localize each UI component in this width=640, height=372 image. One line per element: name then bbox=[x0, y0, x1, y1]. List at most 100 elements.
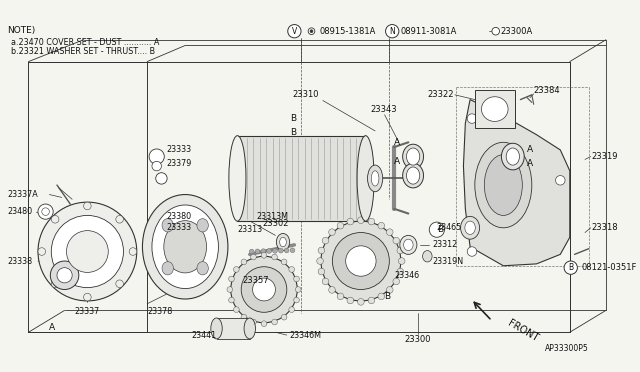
Circle shape bbox=[51, 215, 59, 223]
Text: 08121-0351F: 08121-0351F bbox=[581, 263, 637, 272]
Circle shape bbox=[467, 114, 477, 124]
Circle shape bbox=[38, 248, 45, 255]
Circle shape bbox=[281, 259, 287, 265]
Circle shape bbox=[347, 218, 354, 225]
Circle shape bbox=[317, 258, 323, 264]
Circle shape bbox=[310, 30, 313, 33]
Circle shape bbox=[358, 299, 364, 305]
Circle shape bbox=[156, 173, 167, 184]
Text: A: A bbox=[394, 138, 400, 147]
Circle shape bbox=[284, 248, 289, 253]
Text: FRONT: FRONT bbox=[506, 318, 540, 344]
Circle shape bbox=[368, 297, 375, 304]
Text: 23465: 23465 bbox=[437, 223, 462, 232]
Circle shape bbox=[346, 246, 376, 276]
Text: 23310: 23310 bbox=[292, 90, 319, 99]
Text: 23346: 23346 bbox=[394, 271, 419, 280]
Circle shape bbox=[329, 286, 335, 293]
Circle shape bbox=[273, 248, 277, 253]
Circle shape bbox=[321, 221, 401, 301]
Text: N: N bbox=[389, 27, 395, 36]
Ellipse shape bbox=[461, 217, 479, 239]
Text: 23343: 23343 bbox=[371, 105, 397, 113]
Ellipse shape bbox=[276, 234, 290, 251]
Text: a.23470 COVER SET - DUST ........... A: a.23470 COVER SET - DUST ........... A bbox=[12, 38, 160, 47]
Circle shape bbox=[255, 249, 260, 254]
Polygon shape bbox=[463, 100, 570, 266]
Circle shape bbox=[329, 229, 335, 235]
Circle shape bbox=[337, 222, 344, 229]
Text: V: V bbox=[292, 27, 297, 36]
Circle shape bbox=[378, 293, 385, 300]
Text: A: A bbox=[527, 159, 533, 168]
Circle shape bbox=[397, 268, 404, 275]
Text: NOTE): NOTE) bbox=[8, 26, 36, 35]
Ellipse shape bbox=[403, 163, 424, 188]
Ellipse shape bbox=[211, 318, 222, 339]
Ellipse shape bbox=[465, 221, 476, 234]
Text: 23441: 23441 bbox=[191, 331, 217, 340]
Circle shape bbox=[129, 248, 137, 255]
Circle shape bbox=[398, 258, 405, 264]
Circle shape bbox=[318, 268, 324, 275]
Circle shape bbox=[272, 254, 277, 260]
Circle shape bbox=[429, 222, 444, 237]
Circle shape bbox=[295, 287, 301, 292]
Ellipse shape bbox=[280, 237, 286, 247]
Circle shape bbox=[228, 297, 234, 303]
Circle shape bbox=[250, 249, 254, 254]
Text: 08911-3081A: 08911-3081A bbox=[401, 27, 457, 36]
Text: 23384: 23384 bbox=[534, 86, 561, 94]
Text: 23379: 23379 bbox=[166, 159, 191, 168]
Circle shape bbox=[241, 259, 247, 265]
Text: 23302: 23302 bbox=[262, 218, 289, 228]
Circle shape bbox=[358, 217, 364, 224]
Text: 23313: 23313 bbox=[237, 225, 262, 234]
Circle shape bbox=[564, 261, 577, 274]
Ellipse shape bbox=[501, 143, 524, 170]
Text: 23333: 23333 bbox=[166, 223, 191, 232]
Circle shape bbox=[38, 204, 53, 219]
Circle shape bbox=[289, 267, 294, 272]
Circle shape bbox=[378, 222, 385, 229]
Ellipse shape bbox=[244, 318, 255, 339]
Circle shape bbox=[318, 247, 324, 254]
Text: 08915-1381A: 08915-1381A bbox=[319, 27, 376, 36]
Circle shape bbox=[397, 247, 404, 254]
Circle shape bbox=[281, 314, 287, 320]
Circle shape bbox=[368, 218, 375, 225]
Circle shape bbox=[556, 176, 565, 185]
Circle shape bbox=[322, 237, 329, 244]
Text: B: B bbox=[385, 292, 390, 301]
Ellipse shape bbox=[197, 262, 209, 275]
Circle shape bbox=[393, 278, 399, 285]
Ellipse shape bbox=[400, 235, 417, 254]
Ellipse shape bbox=[506, 148, 520, 165]
Ellipse shape bbox=[406, 148, 420, 165]
Ellipse shape bbox=[371, 171, 379, 186]
Circle shape bbox=[272, 319, 277, 325]
Circle shape bbox=[241, 314, 247, 320]
Circle shape bbox=[251, 254, 256, 260]
Circle shape bbox=[492, 28, 500, 35]
Text: 23378: 23378 bbox=[147, 307, 172, 316]
Ellipse shape bbox=[229, 136, 246, 221]
Ellipse shape bbox=[357, 136, 374, 221]
Circle shape bbox=[84, 293, 91, 301]
Text: A: A bbox=[49, 323, 55, 332]
Ellipse shape bbox=[481, 97, 508, 121]
Circle shape bbox=[84, 202, 91, 210]
Text: 23357: 23357 bbox=[242, 276, 269, 285]
Ellipse shape bbox=[162, 262, 173, 275]
Circle shape bbox=[228, 276, 234, 282]
Circle shape bbox=[467, 247, 477, 256]
Ellipse shape bbox=[164, 221, 207, 273]
Circle shape bbox=[332, 232, 389, 289]
Ellipse shape bbox=[404, 239, 413, 251]
Circle shape bbox=[385, 25, 399, 38]
Text: A: A bbox=[394, 157, 400, 166]
Circle shape bbox=[57, 268, 72, 283]
Text: 23318: 23318 bbox=[591, 223, 618, 232]
Bar bbox=[237, 136, 365, 221]
Circle shape bbox=[51, 280, 59, 288]
